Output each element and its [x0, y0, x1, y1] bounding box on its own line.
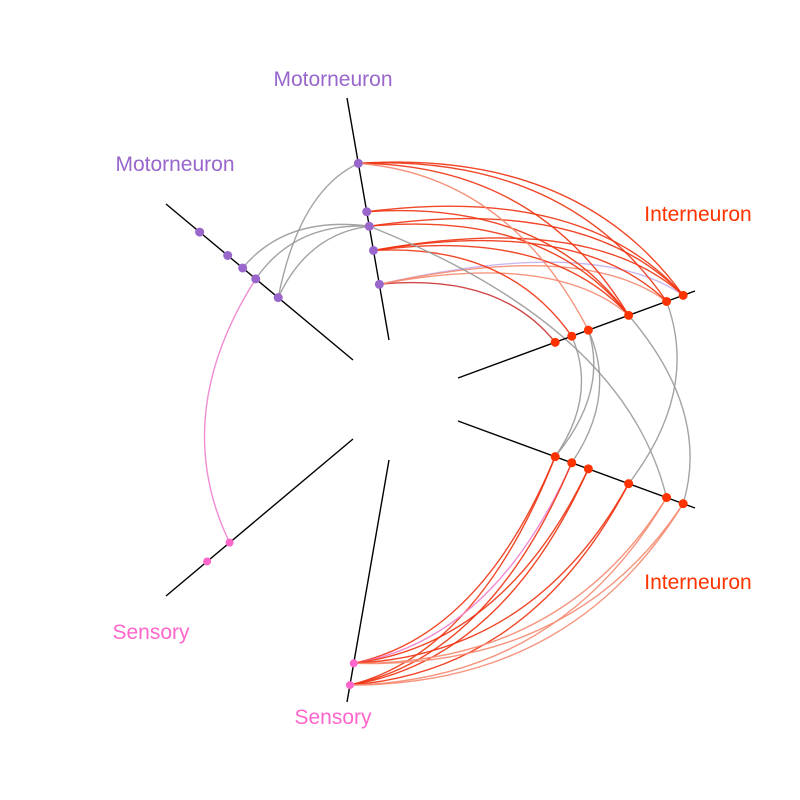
axis-motor_b — [165, 203, 354, 361]
edge-motor_a-inter_a — [369, 223, 630, 316]
axis-label-sensory-left: Sensory — [112, 621, 190, 644]
node-motor_b-4 — [195, 227, 205, 237]
node-motor_b-1 — [251, 274, 261, 284]
edge-motor_b-motor_a — [255, 225, 370, 280]
node-motor_a-4 — [353, 158, 363, 168]
axes-layer — [165, 97, 696, 703]
edge-motor_a-inter_a — [373, 239, 668, 302]
node-inter_a-5 — [678, 290, 688, 300]
axis-label-interneuron-upper: Interneuron — [644, 203, 751, 226]
edge-motor_b-motor_a — [277, 162, 359, 298]
node-motor_a-3 — [362, 207, 372, 217]
edge-inter_b-sensory_b — [349, 483, 630, 686]
node-motor_b-0 — [273, 293, 283, 303]
edge-inter_a-inter_b — [571, 329, 601, 464]
node-motor_b-3 — [223, 250, 233, 260]
edge-motor_a-inter_a — [358, 162, 589, 331]
nodes-layer — [195, 158, 688, 690]
node-sensory_b-1 — [345, 681, 354, 690]
edge-motor_a-inter_a — [373, 249, 573, 337]
labels-layer: Motorneuron Motorneuron Interneuron Inte… — [112, 68, 751, 729]
node-sensory_b-0 — [349, 659, 358, 668]
edge-motor_a-inter_a — [379, 272, 630, 316]
edge-motor_a-inter_a — [379, 265, 667, 303]
node-inter_a-4 — [662, 296, 672, 306]
node-inter_b-2 — [583, 464, 593, 474]
edge-motor_a-inter_a — [366, 205, 684, 296]
node-inter_b-4 — [662, 493, 672, 503]
node-inter_a-1 — [567, 331, 577, 341]
edge-motor_b-motor_a — [277, 225, 370, 298]
axis-motor_a — [346, 97, 390, 341]
edge-inter_b-sensory_b — [353, 497, 668, 664]
axis-inter_b — [457, 420, 696, 509]
edge-motor_a-inter_a — [358, 162, 668, 302]
axis-label-motorneuron-top: Motorneuron — [273, 68, 392, 91]
edge-inter_b-sensory_b — [349, 456, 556, 686]
edge-inter_a-inter_b — [554, 329, 595, 458]
edge-inter_b-sensory_b — [349, 468, 589, 686]
edge-inter_a-inter_b — [628, 314, 691, 504]
edge-inter_b-sensory_b — [349, 497, 668, 686]
edge-inter_b-sensory_b — [353, 468, 589, 664]
edge-inter_a-inter_b — [554, 335, 583, 458]
edge-inter_b-sensory_b — [349, 503, 684, 686]
edge-motor_a-inter_b — [369, 225, 668, 498]
node-inter_b-0 — [550, 452, 560, 462]
edge-motor_a-inter_a — [358, 161, 684, 296]
edge-motor_a-inter_a — [358, 162, 630, 316]
node-inter_b-5 — [678, 499, 688, 509]
edge-motor_b-sensory_a — [203, 278, 257, 543]
edge-motor_a-inter_a — [373, 237, 684, 296]
edge-motor_b-motor_a — [242, 223, 370, 269]
node-inter_a-2 — [583, 325, 593, 335]
node-motor_a-0 — [374, 279, 384, 289]
edge-inter_b-sensory_b — [353, 503, 684, 665]
axis-sensory_a — [165, 438, 354, 597]
node-inter_b-3 — [624, 479, 634, 489]
edge-motor_a-inter_a — [369, 217, 684, 296]
node-inter_a-0 — [550, 337, 560, 347]
edge-motor_a-inter_a — [379, 281, 556, 343]
edge-inter_b-sensory_b — [353, 483, 630, 664]
node-inter_b-1 — [567, 458, 577, 468]
edge-inter_a-inter_b — [628, 301, 678, 485]
edge-inter_b-sensory_b — [353, 456, 556, 664]
node-motor_a-1 — [368, 245, 378, 255]
node-motor_b-2 — [238, 263, 248, 273]
node-inter_a-3 — [624, 310, 634, 320]
axis-label-motorneuron-left: Motorneuron — [115, 153, 234, 176]
axis-label-interneuron-lower: Interneuron — [644, 571, 751, 594]
node-sensory_a-0 — [225, 538, 234, 547]
edges-layer — [203, 161, 691, 686]
axis-label-sensory-bottom: Sensory — [294, 706, 372, 729]
axis-inter_a — [457, 290, 696, 379]
edge-inter_b-sensory_b — [353, 462, 573, 664]
node-sensory_a-1 — [203, 557, 212, 566]
edge-motor_a-inter_a — [366, 209, 630, 316]
node-motor_a-2 — [364, 221, 374, 231]
